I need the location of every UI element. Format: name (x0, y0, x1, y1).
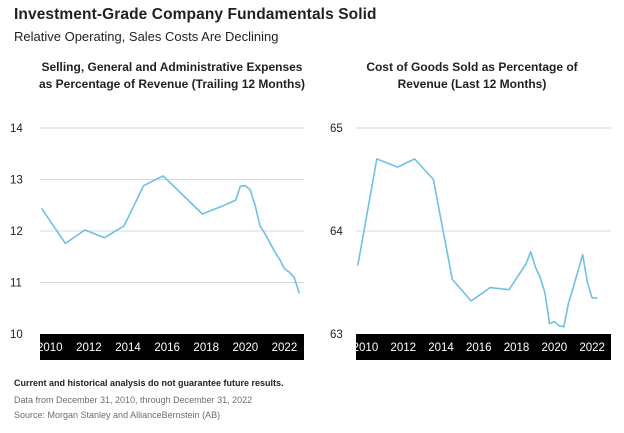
right-x-tick-label: 2020 (542, 342, 568, 354)
right-series-line (357, 158, 598, 328)
right-x-axis-band (356, 334, 611, 360)
right-x-tick-label: 2018 (504, 342, 530, 354)
right-x-tick-label: 2016 (466, 342, 492, 354)
left-chart-title: Selling, General and Administrative Expe… (22, 59, 322, 93)
left-chart-title-line-2: as Percentage of Revenue (Trailing 12 Mo… (38, 77, 306, 91)
left-x-tick-label: 2010 (37, 342, 63, 354)
left-y-tick-label: 13 (10, 175, 23, 187)
left-y-tick-label: 14 (10, 123, 23, 135)
left-x-tick-label: 2020 (233, 342, 259, 354)
right-x-tick-label: 2014 (428, 342, 454, 354)
right-chart-title: Cost of Goods Sold as Percentage of Reve… (322, 59, 622, 93)
left-y-tick-label: 11 (10, 278, 22, 290)
left-x-tick-label: 2014 (115, 342, 141, 354)
data-range-footnote: Data from December 31, 2010, through Dec… (14, 395, 253, 405)
page-title: Investment-Grade Company Fundamentals So… (14, 6, 377, 23)
right-y-tick-label: 64 (330, 226, 343, 238)
right-chart-title-line-2: Revenue (Last 12 Months) (397, 77, 547, 91)
right-x-tick-label: 2010 (353, 342, 379, 354)
right-x-tick-label: 2022 (579, 342, 605, 354)
disclaimer-footnote: Current and historical analysis do not g… (14, 378, 284, 388)
left-y-tick-label: 12 (10, 226, 23, 238)
left-x-tick-label: 2012 (76, 342, 102, 354)
right-x-tick-label: 2012 (390, 342, 416, 354)
right-chart-title-line-1: Cost of Goods Sold as Percentage of (366, 60, 578, 74)
left-x-axis-band (40, 334, 304, 360)
left-series-line (41, 175, 300, 294)
right-y-tick-label: 63 (330, 329, 343, 341)
left-x-tick-label: 2016 (154, 342, 180, 354)
left-y-tick-label: 10 (10, 329, 23, 341)
left-chart-title-line-1: Selling, General and Administrative Expe… (41, 60, 303, 74)
source-footnote: Source: Morgan Stanley and AllianceBerns… (14, 410, 221, 420)
right-y-tick-label: 65 (330, 123, 343, 135)
page-subtitle: Relative Operating, Sales Costs Are Decl… (14, 29, 279, 44)
left-x-tick-label: 2018 (193, 342, 219, 354)
left-x-tick-label: 2022 (272, 342, 298, 354)
